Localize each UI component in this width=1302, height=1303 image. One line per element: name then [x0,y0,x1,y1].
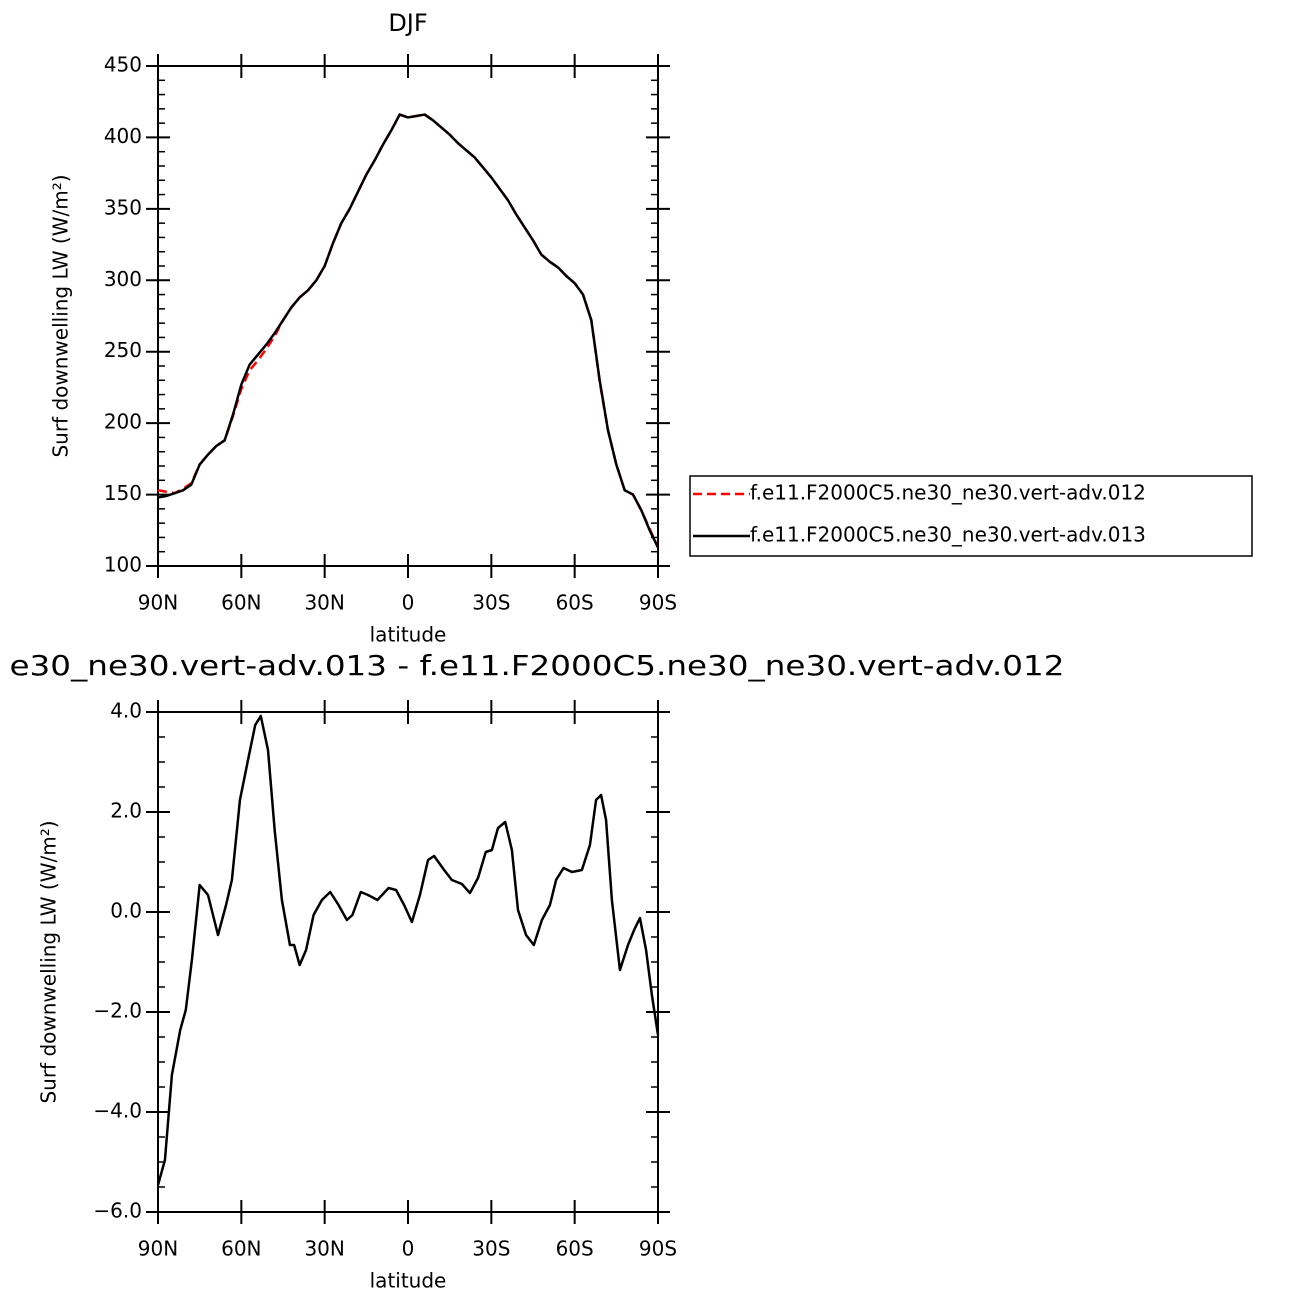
x-tick-label: 90S [639,1237,677,1261]
y-tick-label: 350 [104,195,142,219]
legend-label: f.e11.F2000C5.ne30_ne30.vert-adv.012 [750,481,1146,505]
x-tick-label: 30S [472,1237,510,1261]
y-tick-label: 400 [104,124,142,148]
x-tick-label: 0 [402,591,415,615]
x-tick-label: 60N [221,1237,261,1261]
x-axis-label: latitude [370,1269,447,1293]
legend-label: f.e11.F2000C5.ne30_ne30.vert-adv.013 [750,523,1146,547]
x-tick-label: 0 [402,1237,415,1261]
x-tick-label: 60S [556,1237,594,1261]
y-tick-label: −2.0 [93,999,142,1023]
legend-box [689,475,1253,557]
y-tick-label: −6.0 [93,1199,142,1223]
y-tick-label: 200 [104,410,142,434]
x-tick-label: 60N [221,591,261,615]
y-tick-label: 250 [104,338,142,362]
data-line [157,113,660,548]
x-tick-label: 90N [138,591,178,615]
x-tick-label: 30S [472,591,510,615]
plot-frame [157,711,659,1213]
data-line [157,113,660,548]
x-tick-label: 30N [304,591,344,615]
y-tick-label: 0.0 [110,899,142,923]
x-tick-label: 60S [556,591,594,615]
x-tick-label: 90S [639,591,677,615]
chart-title: e30_ne30.vert-adv.013 - f.e11.F2000C5.ne… [10,649,1065,682]
x-tick-label: 30N [304,1237,344,1261]
y-tick-label: 150 [104,481,142,505]
y-tick-label: 450 [104,53,142,77]
y-tick-label: 4.0 [110,699,142,723]
x-tick-label: 90N [138,1237,178,1261]
y-tick-label: −4.0 [93,1099,142,1123]
y-axis-label: Surf downwelling LW (W/m²) [49,174,73,457]
chart-title: DJF [388,9,427,37]
y-tick-label: 300 [104,267,142,291]
data-line [156,714,660,1186]
x-axis-label: latitude [370,623,447,647]
y-axis-label: Surf downwelling LW (W/m²) [37,820,61,1103]
plot-frame [157,65,659,567]
y-tick-label: 2.0 [110,799,142,823]
y-tick-label: 100 [104,553,142,577]
